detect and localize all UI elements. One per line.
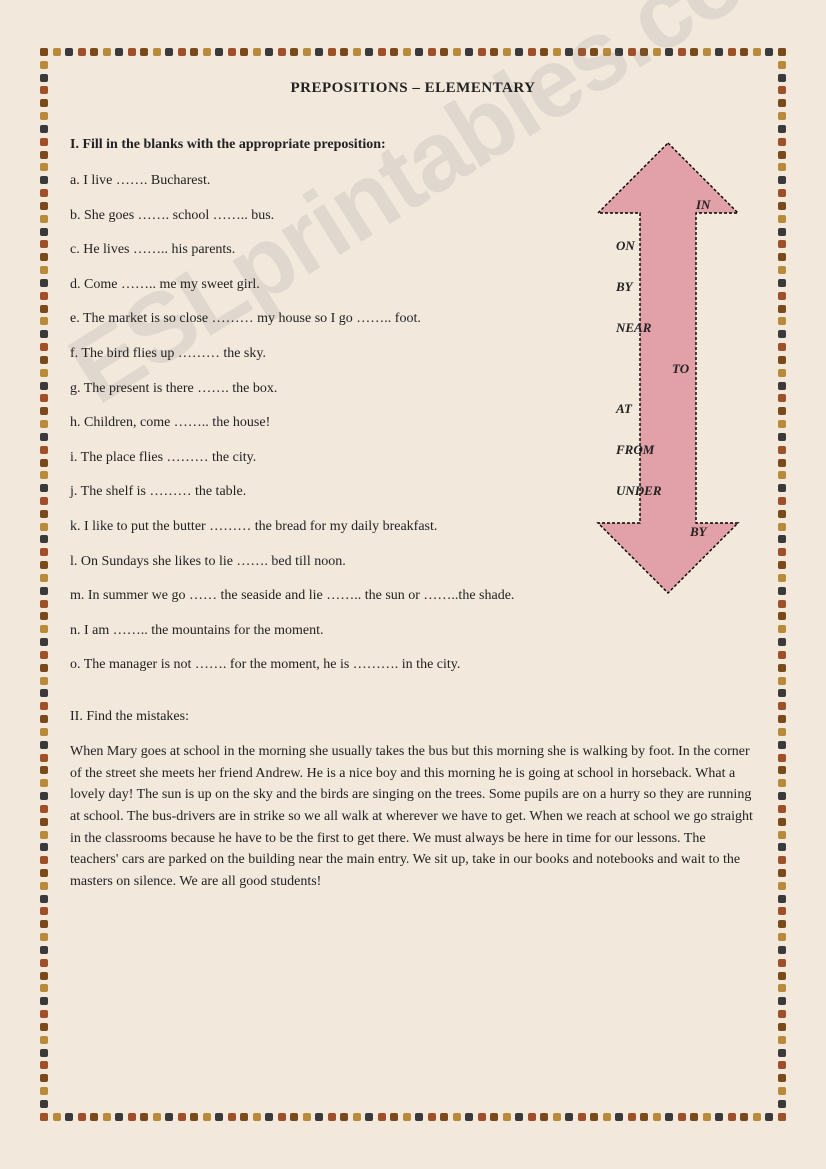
question-item: o. The manager is not ……. for the moment… — [70, 655, 756, 675]
section2-paragraph: When Mary goes at school in the morning … — [70, 741, 756, 893]
arrow-label: ON — [610, 239, 740, 252]
question-item: n. I am …….. the mountains for the momen… — [70, 621, 756, 641]
arrow-label: FROM — [610, 443, 740, 456]
arrow-label: AT — [610, 402, 740, 415]
arrow-label: TO — [610, 362, 740, 375]
preposition-arrow: IN ON BY NEAR TO AT FROM UNDER BY — [568, 138, 768, 598]
arrow-label: NEAR — [610, 321, 740, 334]
arrow-labels: IN ON BY NEAR TO AT FROM UNDER BY — [610, 198, 740, 538]
page-title: PREPOSITIONS – ELEMENTARY — [70, 80, 756, 97]
arrow-label: BY — [610, 280, 740, 293]
section2-heading: II. Find the mistakes: — [70, 709, 756, 725]
content-area: PREPOSITIONS – ELEMENTARY I. Fill in the… — [70, 80, 756, 1089]
arrow-label: UNDER — [610, 484, 740, 497]
arrow-label: BY — [610, 525, 740, 538]
arrow-label: IN — [610, 198, 740, 211]
